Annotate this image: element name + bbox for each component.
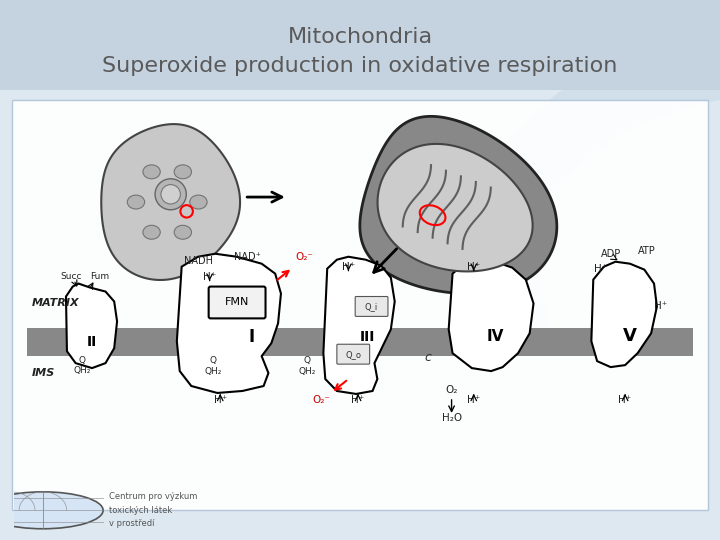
Text: Superoxide production in oxidative respiration: Superoxide production in oxidative respi… [102, 56, 618, 76]
Polygon shape [323, 256, 395, 394]
Text: H⁺: H⁺ [654, 301, 667, 312]
Text: H⁺: H⁺ [214, 395, 227, 405]
Text: NAD⁺: NAD⁺ [234, 252, 261, 262]
Text: Succ: Succ [60, 272, 81, 281]
Text: c: c [424, 351, 431, 364]
Text: QH₂: QH₂ [298, 367, 315, 376]
Text: Q_o: Q_o [346, 350, 361, 359]
Text: QH₂: QH₂ [204, 367, 222, 376]
Text: I: I [249, 328, 255, 346]
Text: H⁺: H⁺ [351, 395, 365, 405]
Polygon shape [449, 260, 534, 371]
Text: O₂⁻: O₂⁻ [312, 395, 330, 405]
Text: V: V [623, 327, 637, 345]
Text: III: III [360, 330, 375, 345]
Text: H₂O: H₂O [441, 413, 462, 423]
Text: MATRIX: MATRIX [32, 299, 80, 308]
Text: H⁺: H⁺ [595, 264, 608, 274]
Text: toxických látek: toxických látek [109, 506, 173, 515]
Text: II: II [87, 335, 97, 349]
Text: H⁺: H⁺ [467, 262, 480, 272]
Text: Fum: Fum [90, 272, 109, 281]
Text: ADP: ADP [600, 249, 621, 259]
Text: O₂⁻: O₂⁻ [295, 252, 313, 262]
Ellipse shape [190, 195, 207, 209]
Text: Q: Q [304, 356, 310, 365]
Text: NADH: NADH [184, 256, 212, 266]
Text: H⁺: H⁺ [342, 262, 355, 272]
Polygon shape [102, 124, 240, 280]
Text: O₂: O₂ [446, 385, 458, 395]
Text: QH₂: QH₂ [73, 366, 91, 375]
Text: ATP: ATP [639, 246, 656, 256]
Ellipse shape [143, 225, 161, 239]
FancyBboxPatch shape [337, 344, 369, 364]
Bar [0, 0, 720, 90]
Polygon shape [177, 254, 281, 393]
Text: IMS: IMS [32, 368, 55, 378]
Text: Q: Q [79, 356, 86, 365]
Ellipse shape [174, 165, 192, 179]
Text: IV: IV [486, 329, 504, 344]
Ellipse shape [143, 165, 161, 179]
Ellipse shape [127, 195, 145, 209]
Text: H⁺: H⁺ [467, 395, 480, 405]
Text: v prostředí: v prostředí [109, 519, 155, 529]
Ellipse shape [161, 185, 181, 204]
Circle shape [0, 492, 103, 529]
Text: Q: Q [210, 356, 217, 365]
FancyBboxPatch shape [12, 100, 708, 510]
Polygon shape [360, 116, 557, 294]
Bar [27, 328, 693, 356]
Polygon shape [66, 284, 117, 368]
Text: H⁺: H⁺ [618, 395, 631, 405]
Text: FMN: FMN [225, 298, 249, 307]
Text: Mitochondria: Mitochondria [287, 27, 433, 47]
Text: H⁺: H⁺ [203, 272, 216, 281]
Ellipse shape [155, 179, 186, 210]
Text: Q_i: Q_i [365, 302, 378, 311]
Polygon shape [591, 262, 657, 367]
FancyBboxPatch shape [355, 296, 388, 316]
Polygon shape [377, 144, 533, 272]
FancyBboxPatch shape [209, 287, 266, 319]
Ellipse shape [174, 225, 192, 239]
Text: Centrum pro výzkum: Centrum pro výzkum [109, 492, 198, 501]
